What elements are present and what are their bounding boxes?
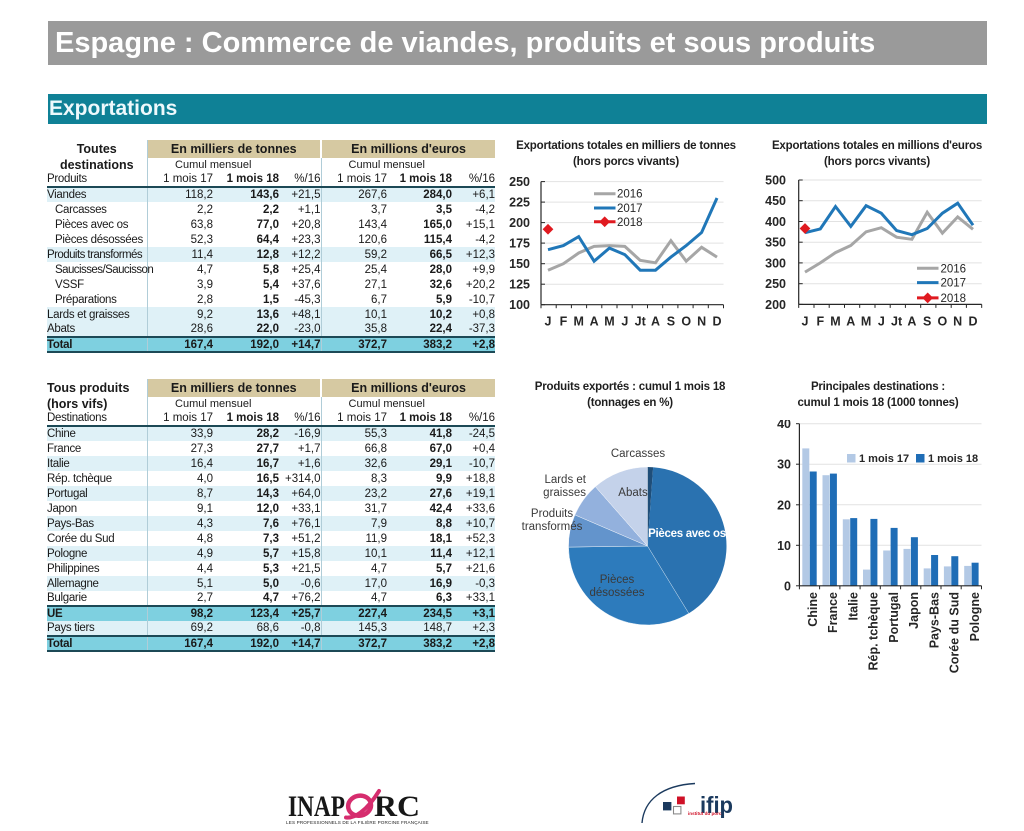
svg-text:Pologne: Pologne	[968, 592, 982, 641]
svg-text:450: 450	[765, 194, 786, 208]
svg-text:A: A	[590, 315, 599, 329]
svg-text:A: A	[651, 315, 660, 329]
svg-text:institut du porc: institut du porc	[688, 811, 722, 816]
svg-text:400: 400	[765, 215, 786, 229]
svg-text:O: O	[681, 315, 691, 329]
svg-text:J: J	[621, 315, 628, 329]
svg-text:Corée du Sud: Corée du Sud	[948, 592, 962, 673]
svg-text:225: 225	[509, 196, 530, 210]
svg-text:INAP: INAP	[288, 790, 345, 823]
svg-text:Portugal: Portugal	[887, 592, 901, 643]
svg-text:S: S	[667, 315, 675, 329]
svg-text:40: 40	[777, 420, 791, 431]
svg-text:A: A	[907, 315, 916, 329]
svg-text:2016: 2016	[941, 263, 967, 275]
svg-text:A: A	[846, 315, 855, 329]
svg-text:2016: 2016	[617, 189, 643, 201]
svg-text:Jt: Jt	[891, 315, 903, 329]
svg-text:150: 150	[509, 257, 530, 271]
svg-text:250: 250	[765, 277, 786, 291]
svg-text:D: D	[712, 315, 721, 329]
svg-text:2017: 2017	[941, 278, 967, 290]
svg-text:1 mois 17: 1 mois 17	[859, 453, 909, 465]
svg-text:F: F	[816, 315, 824, 329]
svg-text:M: M	[573, 315, 583, 329]
svg-text:RC: RC	[374, 790, 420, 823]
svg-text:100: 100	[509, 298, 530, 312]
svg-text:20: 20	[777, 498, 791, 512]
svg-text:D: D	[968, 315, 977, 329]
svg-text:F: F	[560, 315, 568, 329]
svg-text:M: M	[830, 315, 840, 329]
svg-text:125: 125	[509, 278, 530, 292]
svg-text:J: J	[545, 315, 552, 329]
svg-text:J: J	[878, 315, 885, 329]
svg-text:10: 10	[777, 539, 791, 553]
svg-text:N: N	[697, 315, 706, 329]
svg-text:N: N	[953, 315, 962, 329]
svg-text:175: 175	[509, 237, 530, 251]
svg-text:M: M	[604, 315, 614, 329]
svg-text:ifip: ifip	[700, 792, 733, 818]
svg-text:1 mois 18: 1 mois 18	[928, 453, 978, 465]
svg-text:Jt: Jt	[635, 315, 647, 329]
svg-text:France: France	[826, 592, 840, 633]
svg-text:200: 200	[765, 298, 786, 312]
svg-text:Pays-Bas: Pays-Bas	[927, 592, 941, 648]
svg-text:500: 500	[765, 174, 786, 188]
svg-text:2018: 2018	[941, 293, 967, 305]
svg-text:2018: 2018	[617, 217, 643, 229]
svg-text:350: 350	[765, 236, 786, 250]
svg-text:250: 250	[509, 175, 530, 189]
svg-text:300: 300	[765, 256, 786, 270]
svg-text:Japon: Japon	[907, 592, 921, 629]
svg-text:0: 0	[784, 579, 791, 593]
svg-text:S: S	[923, 315, 931, 329]
svg-text:200: 200	[509, 216, 530, 230]
svg-text:J: J	[802, 315, 809, 329]
svg-text:30: 30	[777, 458, 791, 472]
svg-text:O: O	[938, 315, 948, 329]
svg-text:2017: 2017	[617, 203, 643, 215]
svg-text:Chine: Chine	[806, 592, 820, 627]
svg-text:M: M	[861, 315, 871, 329]
svg-text:Rép. tchèque: Rép. tchèque	[867, 592, 881, 671]
svg-text:Italie: Italie	[847, 592, 861, 621]
